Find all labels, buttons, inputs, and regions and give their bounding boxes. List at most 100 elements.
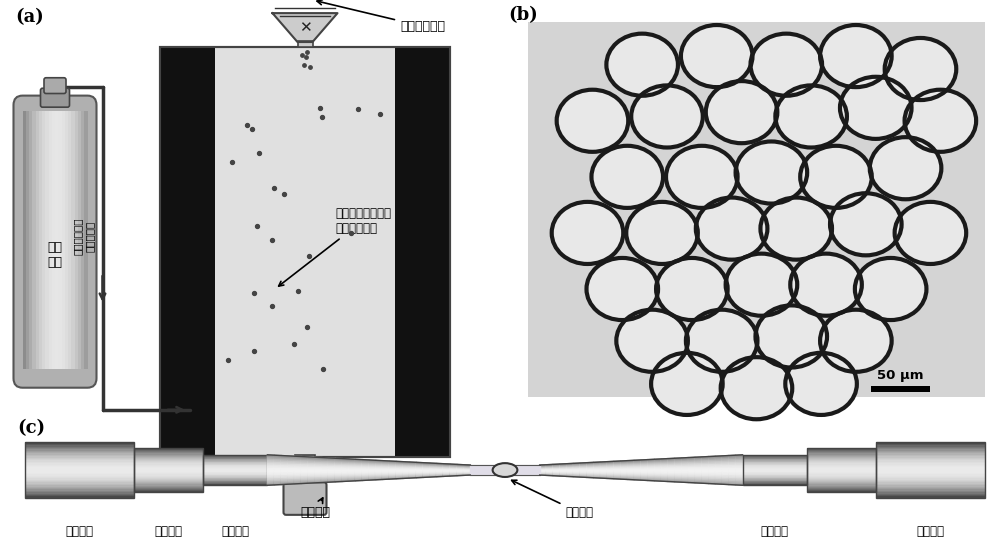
Polygon shape: [607, 465, 614, 466]
Polygon shape: [688, 460, 695, 461]
Polygon shape: [601, 462, 607, 463]
Polygon shape: [308, 474, 315, 476]
Polygon shape: [675, 468, 682, 469]
Polygon shape: [308, 482, 315, 483]
Polygon shape: [288, 483, 294, 484]
Polygon shape: [409, 476, 416, 477]
Polygon shape: [403, 475, 409, 476]
Bar: [25, 462, 134, 463]
Bar: [134, 451, 203, 452]
Polygon shape: [716, 483, 722, 484]
Polygon shape: [546, 466, 553, 467]
Polygon shape: [675, 464, 682, 465]
Polygon shape: [342, 474, 349, 476]
Polygon shape: [355, 460, 362, 461]
Polygon shape: [281, 457, 288, 458]
Polygon shape: [634, 462, 641, 463]
Polygon shape: [409, 474, 416, 476]
Polygon shape: [594, 471, 601, 472]
Polygon shape: [546, 470, 553, 471]
Polygon shape: [634, 468, 641, 469]
Polygon shape: [580, 467, 587, 468]
Polygon shape: [736, 456, 743, 458]
Polygon shape: [553, 465, 560, 466]
Polygon shape: [389, 465, 396, 466]
Polygon shape: [688, 457, 695, 459]
Polygon shape: [450, 470, 457, 471]
Polygon shape: [342, 476, 349, 477]
Polygon shape: [376, 466, 382, 467]
Polygon shape: [722, 467, 729, 468]
Polygon shape: [409, 476, 416, 477]
Polygon shape: [573, 471, 580, 472]
Bar: [134, 469, 203, 470]
Polygon shape: [281, 466, 288, 467]
Polygon shape: [553, 468, 560, 469]
Polygon shape: [668, 461, 675, 462]
Polygon shape: [688, 463, 695, 465]
Polygon shape: [342, 458, 349, 460]
Polygon shape: [396, 469, 403, 470]
Polygon shape: [601, 467, 607, 468]
Polygon shape: [376, 475, 382, 476]
Polygon shape: [423, 476, 430, 477]
Polygon shape: [628, 466, 634, 467]
Polygon shape: [688, 478, 695, 479]
Point: [276, 189, 292, 198]
Bar: [203, 473, 267, 474]
Polygon shape: [308, 470, 315, 471]
Point: [301, 251, 317, 260]
Polygon shape: [648, 479, 655, 481]
Bar: [876, 497, 985, 498]
Polygon shape: [315, 467, 322, 469]
Polygon shape: [362, 473, 369, 474]
Point: [286, 340, 302, 349]
Polygon shape: [362, 478, 369, 479]
Bar: [876, 491, 985, 492]
Polygon shape: [294, 468, 301, 470]
Polygon shape: [580, 464, 587, 465]
Polygon shape: [423, 463, 430, 464]
Polygon shape: [668, 465, 675, 467]
Polygon shape: [464, 472, 470, 473]
Polygon shape: [301, 467, 308, 469]
Polygon shape: [675, 462, 682, 463]
Polygon shape: [403, 467, 409, 468]
Bar: [203, 474, 267, 476]
Polygon shape: [634, 466, 641, 467]
Polygon shape: [416, 471, 423, 472]
Bar: [134, 470, 203, 471]
Polygon shape: [546, 475, 553, 476]
Polygon shape: [308, 462, 315, 463]
Polygon shape: [294, 465, 301, 466]
Polygon shape: [369, 466, 376, 467]
Polygon shape: [464, 467, 470, 468]
Bar: [25, 444, 134, 445]
Bar: [84, 111, 88, 369]
Polygon shape: [675, 472, 682, 474]
Polygon shape: [369, 478, 376, 479]
Bar: [134, 450, 203, 451]
Polygon shape: [594, 470, 601, 471]
Circle shape: [557, 90, 628, 152]
Bar: [876, 451, 985, 452]
Polygon shape: [614, 461, 621, 462]
Polygon shape: [274, 466, 281, 467]
Bar: [203, 465, 267, 466]
Polygon shape: [573, 470, 580, 471]
Polygon shape: [661, 471, 668, 472]
Bar: [25, 447, 134, 448]
Polygon shape: [702, 482, 709, 483]
Polygon shape: [614, 465, 621, 466]
Polygon shape: [709, 459, 716, 461]
Polygon shape: [587, 477, 594, 478]
Bar: [876, 452, 985, 453]
FancyBboxPatch shape: [14, 96, 97, 388]
Polygon shape: [362, 460, 369, 461]
Circle shape: [840, 77, 912, 139]
Polygon shape: [382, 473, 389, 474]
Polygon shape: [403, 465, 409, 466]
Polygon shape: [274, 455, 281, 457]
Polygon shape: [396, 476, 403, 477]
Polygon shape: [430, 474, 437, 475]
